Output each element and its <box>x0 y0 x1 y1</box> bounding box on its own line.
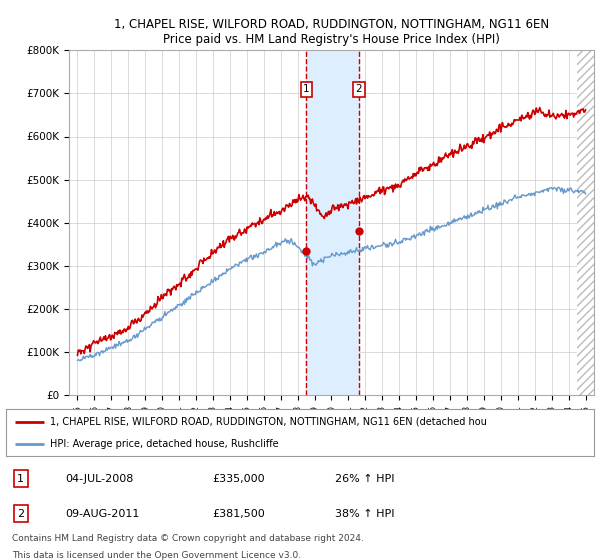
Text: 1: 1 <box>17 474 24 484</box>
Text: Contains HM Land Registry data © Crown copyright and database right 2024.: Contains HM Land Registry data © Crown c… <box>12 534 364 543</box>
Text: 2: 2 <box>355 84 362 94</box>
Text: This data is licensed under the Open Government Licence v3.0.: This data is licensed under the Open Gov… <box>12 551 301 560</box>
Text: 26% ↑ HPI: 26% ↑ HPI <box>335 474 395 484</box>
Text: 09-AUG-2011: 09-AUG-2011 <box>65 509 139 519</box>
Text: 1, CHAPEL RISE, WILFORD ROAD, RUDDINGTON, NOTTINGHAM, NG11 6EN (detached hou: 1, CHAPEL RISE, WILFORD ROAD, RUDDINGTON… <box>50 417 487 427</box>
Text: 1: 1 <box>303 84 310 94</box>
Text: £381,500: £381,500 <box>212 509 265 519</box>
Text: £335,000: £335,000 <box>212 474 265 484</box>
Title: 1, CHAPEL RISE, WILFORD ROAD, RUDDINGTON, NOTTINGHAM, NG11 6EN
Price paid vs. HM: 1, CHAPEL RISE, WILFORD ROAD, RUDDINGTON… <box>114 18 549 46</box>
Text: 04-JUL-2008: 04-JUL-2008 <box>65 474 133 484</box>
Text: HPI: Average price, detached house, Rushcliffe: HPI: Average price, detached house, Rush… <box>50 438 279 449</box>
Bar <box>307 50 359 395</box>
Text: 38% ↑ HPI: 38% ↑ HPI <box>335 509 395 519</box>
Text: 2: 2 <box>17 509 24 519</box>
